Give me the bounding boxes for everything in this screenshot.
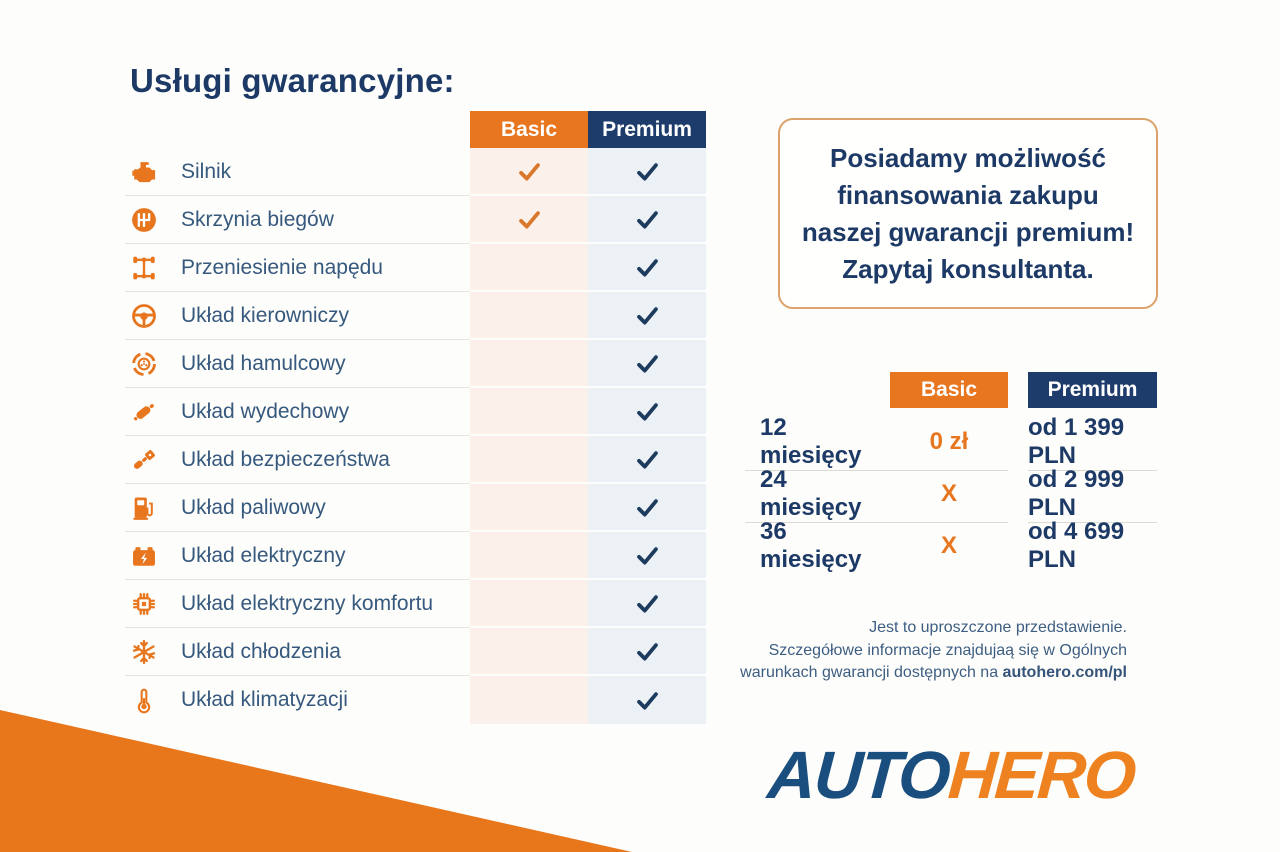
row-label: Przeniesienie napędu xyxy=(181,255,383,279)
chip-icon xyxy=(129,589,159,619)
pricing-premium-value: od 2 999 PLN xyxy=(1028,466,1157,523)
corner-wedge-decoration xyxy=(0,710,632,852)
row-label: Układ elektryczny xyxy=(181,543,346,567)
warranty-table: Basic Premium Silnik Skrzynia biegów Prz… xyxy=(125,111,706,724)
autohero-logo: AUTOHERO xyxy=(765,737,1137,814)
pricing-period: 24 miesięcy xyxy=(745,466,890,523)
drivetrain-icon xyxy=(129,253,159,283)
table-row: Układ klimatyzacji xyxy=(125,676,706,724)
logo-auto-text: AUTO xyxy=(765,738,952,813)
row-label: Układ kierowniczy xyxy=(181,303,350,327)
warranty-table-header: Basic Premium xyxy=(125,111,706,148)
pricing-basic-value: X xyxy=(940,532,957,559)
pricing-premium-value: od 1 399 PLN xyxy=(1028,414,1157,471)
financing-info-text: Posiadamy możliwość finansowania zakupu … xyxy=(802,140,1134,288)
info-line: Zapytaj konsultanta. xyxy=(842,253,1094,284)
row-label: Układ chłodzenia xyxy=(181,639,341,663)
basic-column-header: Basic xyxy=(470,111,588,148)
snowflake-icon xyxy=(129,637,159,667)
check-icon xyxy=(634,494,661,521)
table-row: Układ paliwowy xyxy=(125,484,706,532)
steering-wheel-icon xyxy=(129,301,159,331)
page-title: Usługi gwarancyjne: xyxy=(130,62,455,99)
pricing-row: 24 miesięcy X od 2 999 PLN xyxy=(745,466,1157,523)
premium-column-header: Premium xyxy=(588,111,706,148)
row-label: Układ klimatyzacji xyxy=(181,688,348,711)
pricing-basic-value: 0 zł xyxy=(890,414,1008,471)
thermometer-icon xyxy=(129,685,159,715)
table-row: Skrzynia biegów xyxy=(125,196,706,244)
check-icon xyxy=(516,158,543,185)
pricing-basic-value: X xyxy=(890,466,1008,523)
pricing-row: 12 miesięcy 0 zł od 1 399 PLN xyxy=(745,414,1157,471)
fuel-pump-icon xyxy=(129,493,159,523)
row-label: Układ hamulcowy xyxy=(181,351,346,375)
pricing-premium-value: od 4 699 PLN xyxy=(1028,518,1125,573)
exhaust-icon xyxy=(129,397,159,427)
table-row: Układ elektryczny komfortu xyxy=(125,580,706,628)
seatbelt-icon xyxy=(129,445,159,475)
pricing-table: Basic Premium 12 miesięcy 0 zł od 1 399 … xyxy=(745,372,1157,573)
check-icon xyxy=(634,398,661,425)
pricing-row: 36 miesięcy X od 4 699 PLN xyxy=(745,518,1157,573)
info-line: Posiadamy możliwość xyxy=(830,142,1106,173)
pricing-premium-header: Premium xyxy=(1028,372,1157,408)
check-icon xyxy=(634,302,661,329)
financing-info-box: Posiadamy możliwość finansowania zakupu … xyxy=(778,118,1158,309)
fine-print: Jest to uproszczone przedstawienie. Szcz… xyxy=(640,617,1127,685)
table-row: Układ kierowniczy xyxy=(125,292,706,340)
info-line: naszej gwarancji premium! xyxy=(801,216,1135,247)
fine-print-line: Jest to uproszczone przedstawienie. xyxy=(869,619,1127,636)
row-label: Silnik xyxy=(181,159,232,183)
check-icon xyxy=(516,206,543,233)
fine-print-line: Szczegółowe informacje znajdujaą się w O… xyxy=(768,641,1127,659)
table-row: Przeniesienie napędu xyxy=(125,244,706,292)
info-line: finansowania zakupu xyxy=(837,179,1099,210)
table-row: Układ bezpieczeństwa xyxy=(125,436,706,484)
brake-disc-icon xyxy=(129,349,159,379)
check-icon xyxy=(634,590,661,617)
check-icon xyxy=(634,446,661,473)
fine-print-text: warunkach gwarancji dostępnych na xyxy=(740,664,1003,681)
check-icon xyxy=(634,687,661,714)
pricing-table-header: Basic Premium xyxy=(745,372,1157,408)
check-icon xyxy=(634,254,661,281)
row-label: Układ elektryczny komfortu xyxy=(181,591,434,615)
engine-icon xyxy=(129,157,159,187)
row-label: Układ wydechowy xyxy=(181,399,350,423)
pricing-basic-header: Basic xyxy=(890,372,1008,408)
table-row: Układ hamulcowy xyxy=(125,340,706,388)
row-label: Układ paliwowy xyxy=(181,495,326,519)
row-label: Układ bezpieczeństwa xyxy=(181,447,390,471)
gearbox-icon xyxy=(129,205,159,235)
pricing-period: 12 miesięcy xyxy=(745,414,890,471)
table-row: Układ elektryczny xyxy=(125,532,706,580)
fine-print-line: warunkach gwarancji dostępnych na autohe… xyxy=(640,662,1127,685)
website-url: autohero.com/pl xyxy=(1002,664,1127,681)
logo-hero-text: HERO xyxy=(945,738,1137,813)
check-icon xyxy=(634,542,661,569)
table-row: Układ wydechowy xyxy=(125,388,706,436)
check-icon xyxy=(634,158,661,185)
row-label: Skrzynia biegów xyxy=(181,207,334,231)
table-row: Układ chłodzenia xyxy=(125,628,706,676)
table-row: Silnik xyxy=(125,148,706,196)
battery-icon xyxy=(129,541,159,571)
check-icon xyxy=(634,206,661,233)
pricing-period: 36 miesięcy xyxy=(760,518,862,573)
check-icon xyxy=(634,350,661,377)
